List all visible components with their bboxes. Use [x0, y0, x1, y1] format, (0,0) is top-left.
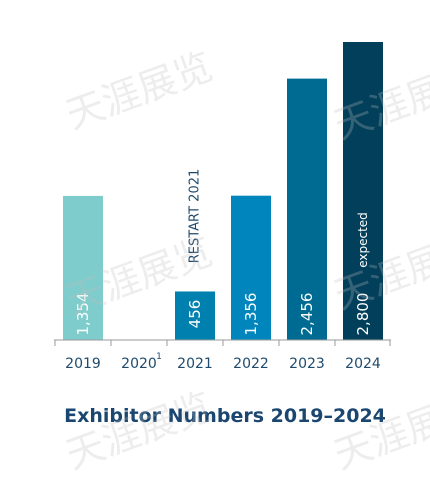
bar-2019 [63, 195, 103, 340]
annotation-restart-2021: RESTART 2021 [188, 169, 203, 264]
x-tick-label-2024: 2024 [345, 356, 381, 372]
bar-2022 [231, 195, 271, 340]
value-label-2019: 1,354 [74, 293, 92, 336]
x-tick-label-2022: 2022 [233, 356, 269, 372]
bar-2023 [287, 78, 327, 341]
value-label-2023: 2,456 [298, 293, 316, 336]
chart: 1,354 2019 2020 1 456 2021 1,356 2022 2,456 2023 2… [54, 42, 391, 427]
x-axis [54, 339, 391, 346]
value-label-2021: 456 [186, 300, 204, 329]
value-label-2024: 2,800 [354, 293, 372, 336]
value-label-2022: 1,356 [242, 293, 260, 336]
x-tick-superscript-2020: 1 [156, 352, 162, 362]
x-tick-label-2019: 2019 [65, 356, 101, 372]
x-tick-label-2023: 2023 [289, 356, 325, 372]
bar-2021 [175, 291, 215, 340]
bars-group [63, 42, 383, 341]
labels-group: 1,354 2019 2020 1 456 2021 1,356 2022 2,456 2023 2… [65, 169, 381, 372]
chart-title: Exhibitor Numbers 2019–2024 [64, 405, 386, 427]
x-tick-label-2020: 2020 [121, 356, 157, 372]
bar-2024 [343, 42, 383, 340]
x-tick-label-2021: 2021 [177, 356, 213, 372]
annotation-expected: expected [356, 212, 370, 268]
